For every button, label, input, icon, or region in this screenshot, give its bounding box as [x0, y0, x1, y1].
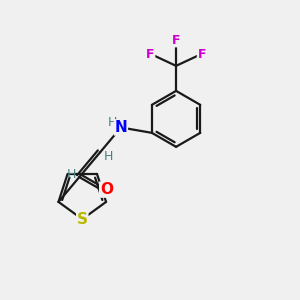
Text: O: O	[100, 182, 113, 197]
Text: S: S	[77, 212, 88, 227]
Text: N: N	[115, 120, 127, 135]
Text: F: F	[197, 48, 206, 61]
Text: F: F	[146, 48, 155, 61]
Text: H: H	[103, 150, 113, 163]
Text: H: H	[67, 168, 76, 181]
Text: F: F	[172, 34, 180, 47]
Text: H: H	[107, 116, 117, 129]
